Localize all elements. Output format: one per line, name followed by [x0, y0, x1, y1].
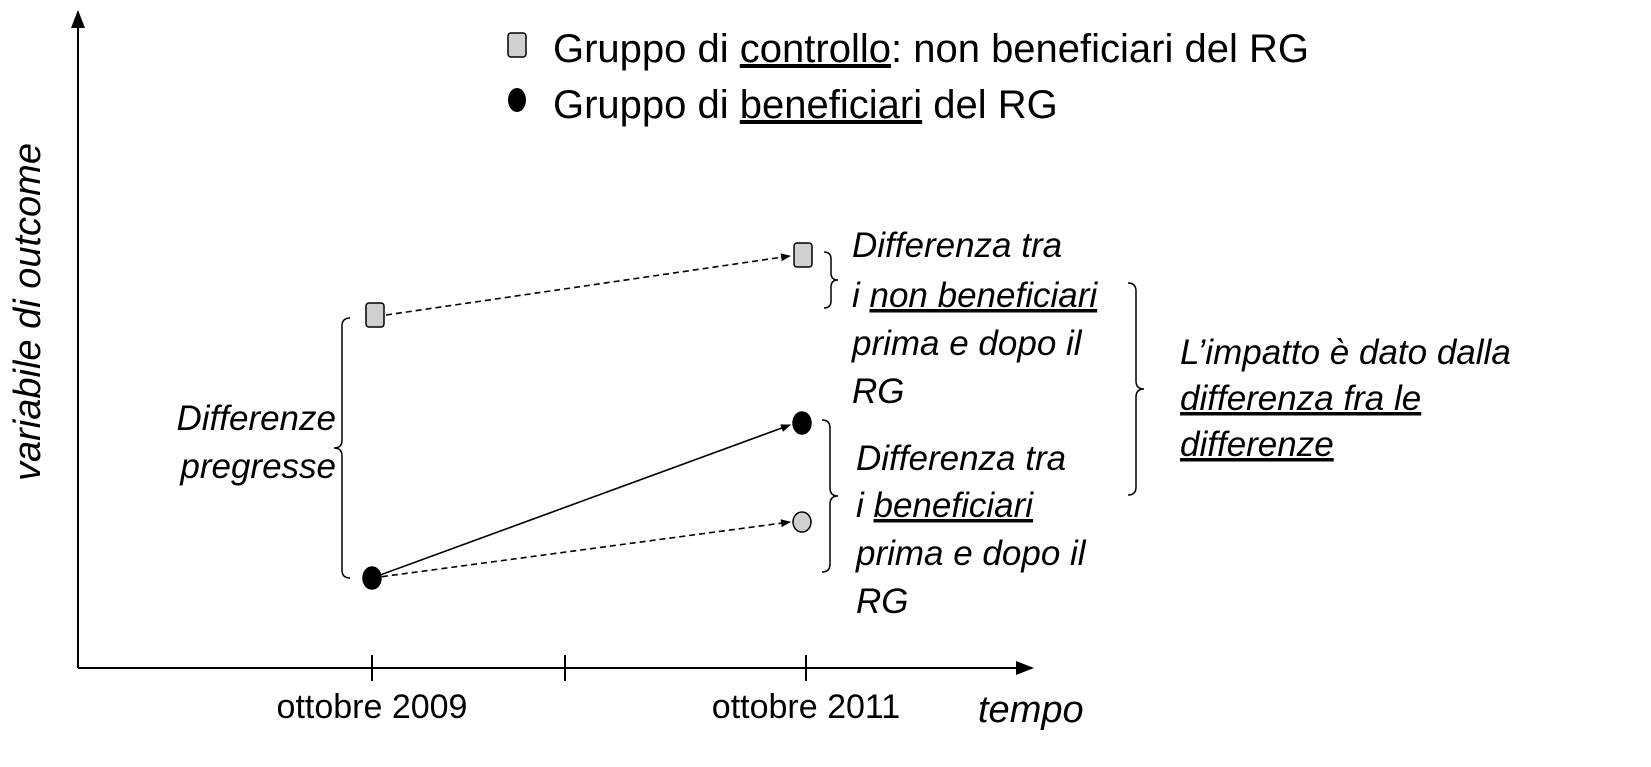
- x-tick-label: ottobre 2009: [277, 688, 468, 726]
- text-line: Differenze: [176, 399, 336, 438]
- text-part: RG: [856, 582, 909, 621]
- text-part: differenza fra le: [1180, 379, 1421, 418]
- x-tick-label: ottobre 2011: [712, 688, 900, 726]
- arrow: [371, 519, 791, 579]
- text-part: RG: [852, 372, 905, 411]
- arrow: [371, 424, 791, 579]
- text-part: non beneficiari: [870, 276, 1099, 315]
- text-line: i beneficiari: [856, 486, 1034, 525]
- points: [362, 242, 813, 590]
- control-point: [793, 242, 813, 268]
- arrow: [385, 253, 791, 316]
- text-line: prima e dopo il: [855, 534, 1087, 573]
- brace: [823, 251, 839, 309]
- text-line: RG: [856, 582, 909, 621]
- legend-square: [507, 32, 527, 58]
- text-part: : non beneficiari del RG: [891, 27, 1309, 71]
- text-part: beneficiari: [740, 83, 922, 127]
- braces: [333, 251, 1145, 579]
- text-part: prima e dopo il: [851, 324, 1083, 363]
- arrows: [371, 253, 791, 579]
- text-line: RG: [852, 372, 905, 411]
- counterfactual-point: [792, 511, 812, 533]
- legend-dot: [508, 88, 526, 112]
- beneficiary-point: [362, 566, 382, 590]
- text-line: differenza fra le: [1180, 379, 1421, 418]
- text-part: i: [856, 486, 874, 525]
- text-line: differenze: [1180, 425, 1334, 464]
- text-part: Differenza tra: [856, 439, 1066, 478]
- text-line: pregresse: [179, 447, 336, 486]
- text-part: L’impatto è dato dalla: [1180, 333, 1511, 372]
- text-line: Differenza tra: [852, 226, 1062, 265]
- brace: [821, 419, 839, 573]
- text-part: pregresse: [179, 447, 336, 486]
- brace: [333, 317, 351, 579]
- beneficiary-point: [792, 411, 812, 435]
- text-line: Gruppo di beneficiari del RG: [553, 83, 1058, 127]
- text-part: Gruppo di: [553, 27, 740, 71]
- text-part: Differenza tra: [852, 226, 1062, 265]
- axes: [71, 10, 1034, 681]
- text-part: controllo: [740, 27, 891, 71]
- text-line: prima e dopo il: [851, 324, 1083, 363]
- text-part: differenze: [1180, 425, 1334, 464]
- brace: [1127, 282, 1145, 496]
- text-part: i: [852, 276, 870, 315]
- text-part: Differenze: [176, 399, 336, 438]
- text-part: del RG: [922, 83, 1058, 127]
- text-line: Gruppo di controllo: non beneficiari del…: [553, 27, 1309, 71]
- text-part: Gruppo di: [553, 83, 740, 127]
- text-part: prima e dopo il: [855, 534, 1087, 573]
- y-axis-label: variabile di outcome: [7, 143, 49, 481]
- text-line: Differenza tra: [856, 439, 1066, 478]
- text-line: i non beneficiari: [852, 276, 1098, 315]
- text-part: beneficiari: [874, 486, 1035, 525]
- text-line: L’impatto è dato dalla: [1180, 333, 1511, 372]
- control-point: [365, 302, 385, 328]
- x-axis-label: tempo: [978, 689, 1084, 731]
